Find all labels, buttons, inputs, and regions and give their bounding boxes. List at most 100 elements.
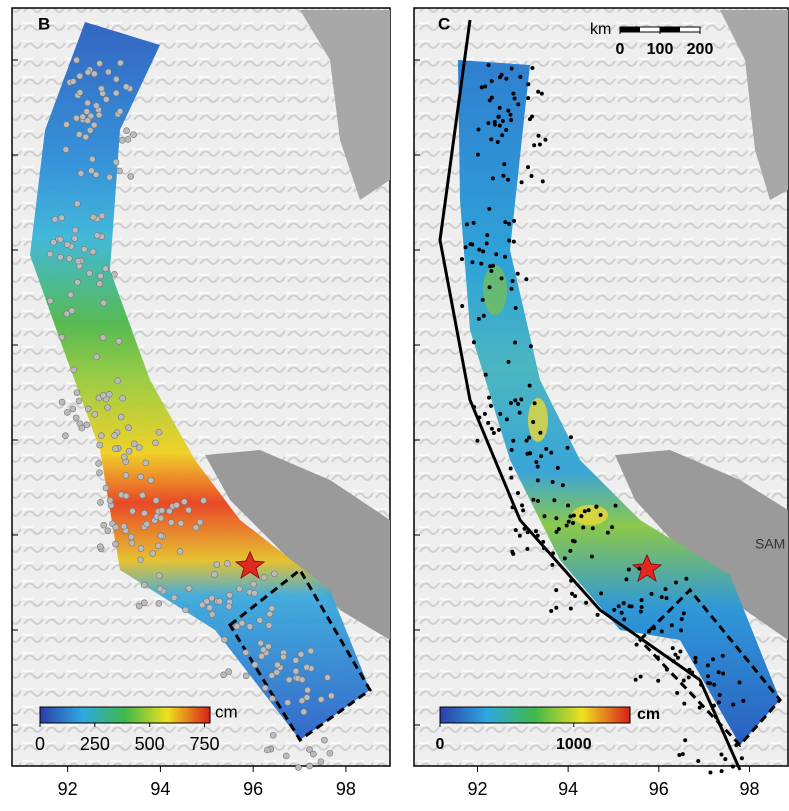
aftershock <box>186 585 192 591</box>
aftershock <box>257 617 263 623</box>
aftershock <box>136 603 142 609</box>
aftershock <box>509 476 513 480</box>
aftershock <box>679 628 683 632</box>
aftershock <box>524 277 528 281</box>
aftershock <box>569 435 573 439</box>
aftershock <box>298 651 304 657</box>
aftershock <box>113 524 119 530</box>
aftershock <box>477 415 481 419</box>
aftershock <box>177 549 183 555</box>
aftershock <box>493 120 497 124</box>
aftershock <box>129 540 135 546</box>
x-tick-label: 98 <box>739 779 759 799</box>
colorbar-unit: cm <box>215 702 238 721</box>
aftershock <box>481 298 485 302</box>
aftershock <box>243 650 249 656</box>
aftershock <box>80 114 86 120</box>
aftershock <box>543 138 547 142</box>
aftershock <box>484 373 488 377</box>
aftershock <box>115 378 121 384</box>
aftershock <box>226 669 232 675</box>
aftershock <box>211 571 217 577</box>
aftershock <box>652 626 656 630</box>
aftershock <box>87 127 93 133</box>
aftershock <box>512 219 516 223</box>
aftershock <box>153 440 159 446</box>
aftershock <box>259 653 265 659</box>
aftershock <box>505 417 509 421</box>
aftershock <box>64 242 70 248</box>
aftershock <box>85 406 91 412</box>
aftershock <box>158 533 164 539</box>
aftershock <box>125 425 131 431</box>
aftershock <box>103 485 109 491</box>
aftershock <box>269 696 275 702</box>
aftershock <box>183 607 189 613</box>
aftershock <box>103 266 109 272</box>
aftershock <box>490 96 494 100</box>
aftershock <box>485 242 489 246</box>
aftershock <box>92 411 98 417</box>
aftershock <box>498 124 502 128</box>
aftershock <box>530 66 534 70</box>
aftershock <box>526 82 530 86</box>
aftershock <box>581 525 585 529</box>
aftershock <box>622 617 626 621</box>
aftershock <box>570 592 574 596</box>
aftershock <box>106 391 112 397</box>
aftershock <box>271 571 277 577</box>
aftershock <box>506 178 510 182</box>
aftershock <box>74 390 80 396</box>
aftershock <box>113 90 119 96</box>
aftershock <box>136 445 142 451</box>
aftershock <box>148 477 154 483</box>
aftershock <box>526 530 530 534</box>
aftershock <box>472 340 476 344</box>
aftershock <box>117 60 123 66</box>
aftershock <box>536 465 540 469</box>
aftershock <box>217 598 223 604</box>
aftershock <box>741 699 745 703</box>
aftershock <box>193 525 199 531</box>
aftershock <box>536 478 540 482</box>
aftershock <box>321 737 327 743</box>
aftershock <box>557 527 561 531</box>
aftershock <box>96 461 102 467</box>
aftershock <box>89 156 95 162</box>
aftershock <box>283 753 289 759</box>
aftershock <box>137 557 143 563</box>
aftershock <box>57 236 63 242</box>
aftershock <box>119 137 125 143</box>
x-tick-label: 96 <box>243 779 263 799</box>
aftershock <box>325 674 331 680</box>
aftershock <box>510 67 514 71</box>
aftershock <box>687 675 691 679</box>
aftershock <box>71 367 77 373</box>
aftershock <box>681 752 685 756</box>
aftershock <box>116 338 122 344</box>
scale-tick-label: 100 <box>647 41 674 58</box>
aftershock <box>498 75 502 79</box>
aftershock <box>494 252 498 256</box>
aftershock <box>536 499 540 503</box>
aftershock <box>509 467 513 471</box>
aftershock <box>117 168 123 174</box>
scale-unit: km <box>590 21 611 38</box>
aftershock <box>554 606 558 610</box>
aftershock <box>482 314 486 318</box>
aftershock <box>530 174 534 178</box>
aftershock <box>479 262 483 266</box>
aftershock <box>680 617 684 621</box>
aftershock <box>660 630 664 634</box>
aftershock <box>121 454 127 460</box>
aftershock <box>153 497 159 503</box>
aftershock <box>526 165 530 169</box>
aftershock <box>504 128 508 132</box>
aftershock <box>664 587 668 591</box>
aftershock <box>308 648 314 654</box>
aftershock <box>138 474 144 480</box>
aftershock <box>100 335 106 341</box>
aftershock <box>566 446 570 450</box>
aftershock <box>97 442 103 448</box>
aftershock <box>97 544 103 550</box>
